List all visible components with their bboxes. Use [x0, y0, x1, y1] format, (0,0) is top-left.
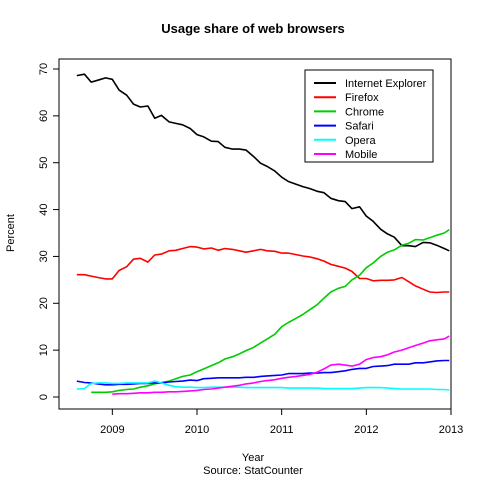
x-tick-label: 2010	[185, 424, 209, 436]
y-axis-label: Percent	[5, 214, 17, 252]
y-tick-label: 40	[38, 203, 50, 215]
series-line-internet-explorer	[76, 73, 450, 252]
series-line-opera	[76, 380, 450, 391]
y-tick-label: 0	[38, 394, 50, 400]
legend-label-mobile: Mobile	[345, 149, 377, 161]
x-tick-label: 2009	[100, 424, 124, 436]
plot-frame	[58, 58, 452, 410]
x-tick-label: 2012	[354, 424, 378, 436]
legend-label-opera: Opera	[345, 135, 376, 147]
series-line-firefox	[76, 245, 450, 294]
series-layer	[76, 73, 450, 395]
legend-label-safari: Safari	[345, 121, 374, 133]
x-tick-label: 2013	[439, 424, 463, 436]
y-tick-label: 30	[38, 250, 50, 262]
y-tick-label: 10	[38, 344, 50, 356]
legend-label-firefox: Firefox	[345, 92, 379, 104]
y-tick-label: 60	[38, 110, 50, 122]
x-axis-label: Year	[242, 452, 265, 464]
y-tick-label: 20	[38, 297, 50, 309]
chart-title: Usage share of web browsers	[161, 21, 345, 36]
legend-label-internet-explorer: Internet Explorer	[345, 78, 427, 90]
y-tick-label: 50	[38, 157, 50, 169]
y-axis: 0 10 20 30 40 50 60 70	[38, 63, 59, 400]
y-tick-label: 70	[38, 63, 50, 75]
legend: Internet Explorer Firefox Chrome Safari Oper…	[304, 69, 434, 163]
source-note: Source: StatCounter	[203, 465, 303, 477]
legend-label-chrome: Chrome	[345, 106, 384, 118]
series-line-chrome	[91, 229, 450, 394]
legend-box	[304, 69, 434, 163]
x-tick-label: 2011	[270, 424, 294, 436]
x-axis: 2009 2010 2011 2012 2013	[100, 409, 463, 436]
series-line-mobile	[112, 335, 450, 395]
